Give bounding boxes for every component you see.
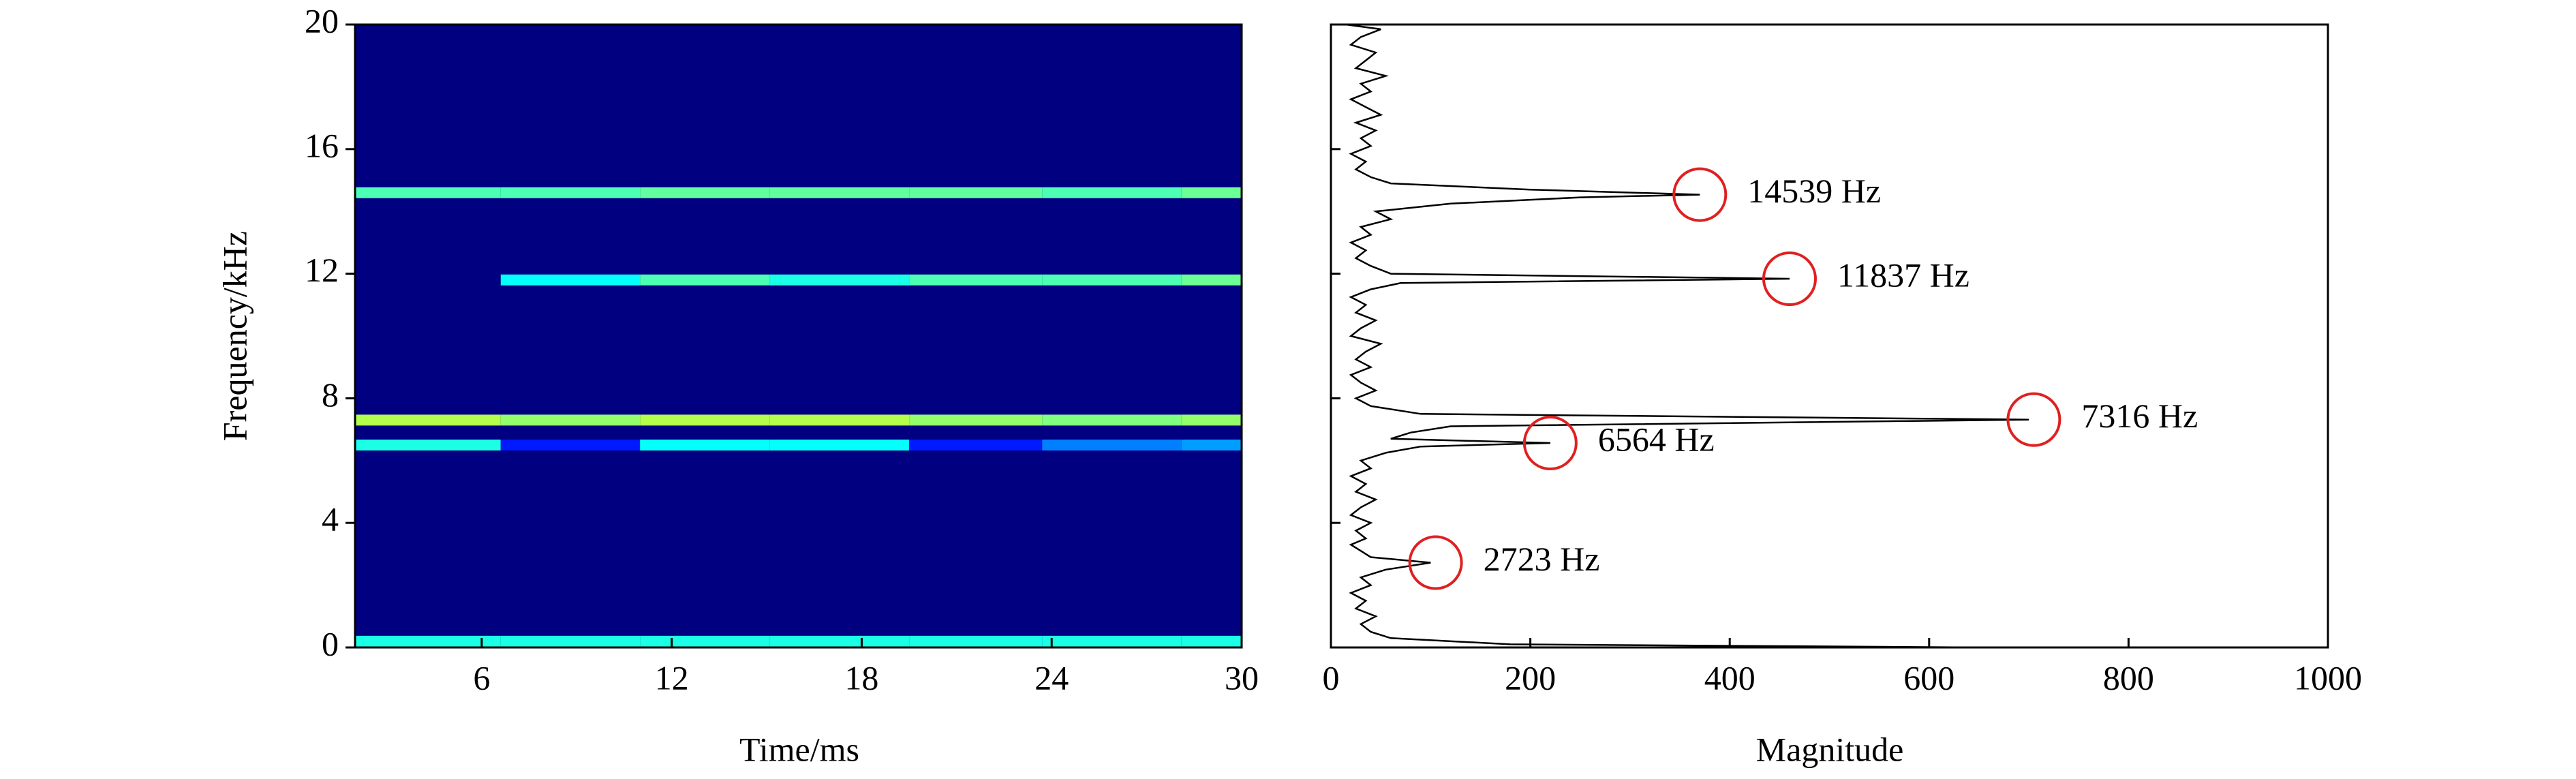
heatmap-cell: [769, 635, 910, 647]
peak-marker: [2006, 392, 2061, 447]
heatmap-cell: [1042, 274, 1182, 286]
peak-marker: [1522, 416, 1578, 471]
x-tick-label: 24: [1034, 658, 1069, 697]
heatmap-cell: [355, 635, 501, 647]
heatmap-cell: [640, 187, 770, 198]
y-tick-label: 16: [305, 126, 339, 164]
heatmap-cell: [769, 439, 910, 450]
plot-frame: [1330, 23, 2329, 649]
annotation: 14539 Hz: [1747, 172, 1881, 210]
heatmap-cell: [640, 439, 770, 450]
x-tick-label: 200: [1505, 658, 1556, 697]
heatmap-cell: [640, 635, 770, 647]
heatmap-cell: [769, 414, 910, 426]
heatmap-cell: [500, 274, 641, 286]
peak-marker: [1762, 251, 1817, 307]
heatmap-cell: [355, 274, 501, 286]
heatmap-cell: [909, 187, 1043, 198]
x-tick-label: 18: [844, 658, 878, 697]
x-tick-label: 30: [1225, 658, 1259, 697]
x-tick-label: 0: [1323, 658, 1340, 697]
x-tick-label: 800: [2103, 658, 2154, 697]
heatmap-cell: [769, 187, 910, 198]
heatmap-cell: [909, 274, 1043, 286]
y-axis-title: Frequency/kHz: [215, 231, 254, 441]
heatmap-cell: [1042, 635, 1182, 647]
x-tick-label: 6: [473, 658, 490, 697]
heatmap-cell: [355, 439, 501, 450]
heatmap-cell: [1181, 274, 1242, 286]
x-axis-title: Time/ms: [739, 730, 859, 768]
heatmap-cell: [500, 635, 641, 647]
annotation: 7316 Hz: [2081, 397, 2198, 435]
annotation: 2723 Hz: [1484, 540, 1600, 578]
heatmap-cell: [355, 187, 501, 198]
y-tick-label: 12: [305, 251, 339, 289]
annotation: 11837 Hz: [1837, 256, 1969, 294]
x-tick-label: 400: [1704, 658, 1755, 697]
heatmap-cell: [1042, 414, 1182, 426]
heatmap-cell: [1181, 414, 1242, 426]
heatmap-cell: [1181, 635, 1242, 647]
heatmap-cell: [909, 414, 1043, 426]
heatmap-cell: [1181, 187, 1242, 198]
heatmap-cell: [769, 274, 910, 286]
spectrum-line: [1345, 23, 2029, 649]
heatmap-cell: [909, 439, 1043, 450]
heatmap-cell: [500, 439, 641, 450]
heatmap-cell: [640, 274, 770, 286]
y-tick-label: 0: [322, 624, 339, 662]
heatmap-cell: [355, 414, 501, 426]
heatmap-cell: [909, 635, 1043, 647]
plot-frame: [354, 23, 1243, 649]
heatmap-cell: [500, 187, 641, 198]
y-tick-label: 4: [322, 500, 339, 538]
y-tick-label: 20: [305, 1, 339, 40]
heatmap-cell: [1042, 187, 1182, 198]
annotation: 6564 Hz: [1598, 420, 1715, 458]
heatmap-cell: [500, 414, 641, 426]
heatmap-cell: [640, 414, 770, 426]
heatmap-cell: [1181, 439, 1242, 450]
x-tick-label: 12: [655, 658, 689, 697]
peak-marker: [1408, 535, 1463, 590]
heatmap-cell: [1042, 439, 1182, 450]
x-axis-title: Magnitude: [1756, 730, 1904, 768]
x-tick-label: 1000: [2294, 658, 2362, 697]
peak-marker: [1672, 167, 1728, 222]
heatmap-background: [355, 25, 1242, 647]
x-tick-label: 600: [1903, 658, 1954, 697]
y-tick-label: 8: [322, 376, 339, 414]
